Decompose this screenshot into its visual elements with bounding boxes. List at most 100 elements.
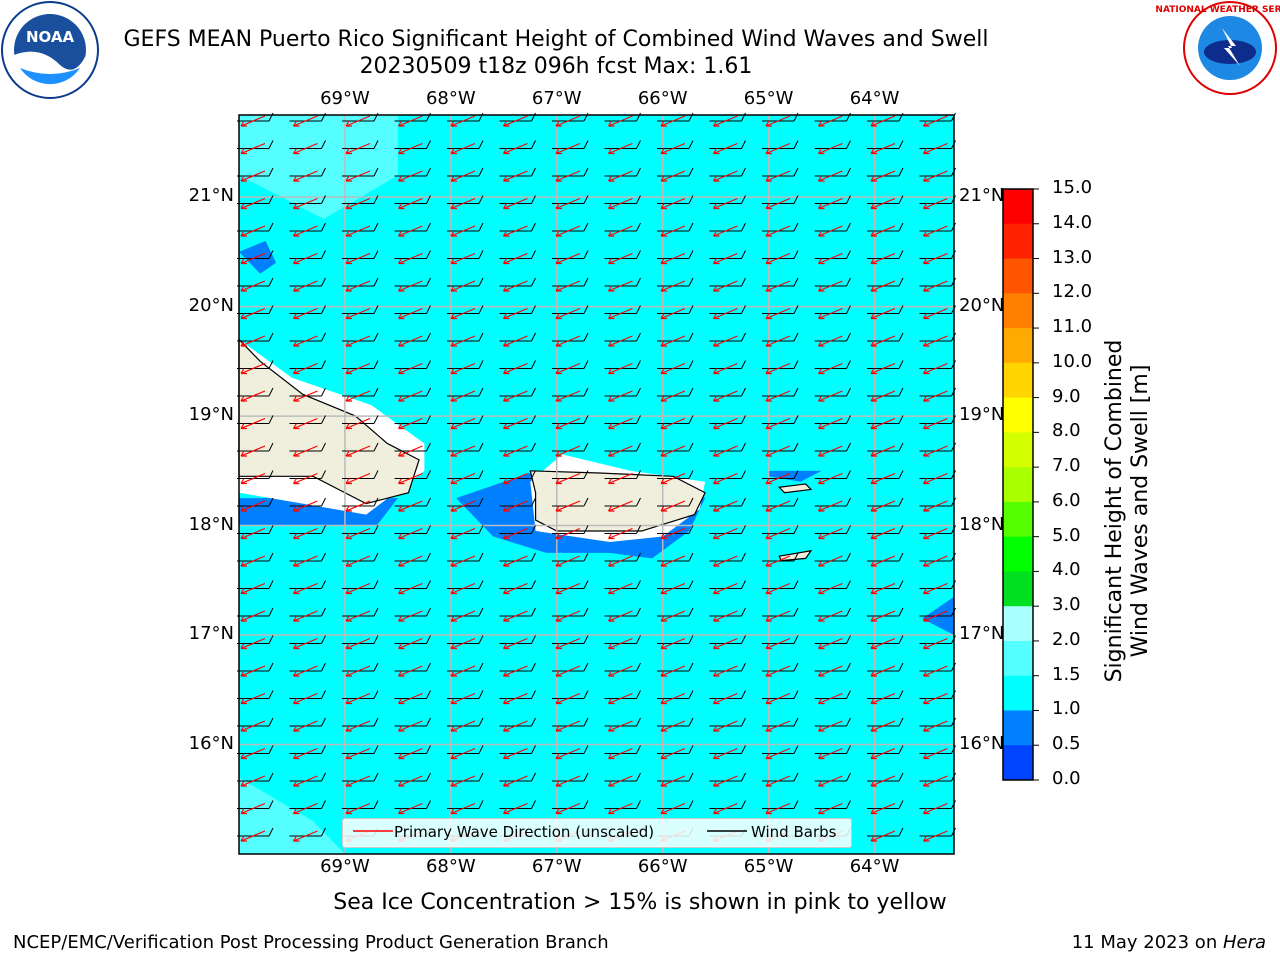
- wave-arrow: [765, 115, 791, 127]
- wave-arrow: [397, 500, 423, 512]
- wave-arrow: [765, 637, 791, 650]
- wave-arrow: [712, 335, 738, 347]
- wave-arrow: [555, 692, 581, 705]
- wave-arrow: [765, 362, 791, 375]
- wave-arrow: [817, 280, 843, 292]
- wave-arrow: [922, 335, 948, 347]
- wave-arrow: [240, 802, 266, 815]
- wave-arrow: [870, 390, 896, 402]
- wave-arrow: [765, 280, 791, 292]
- wave-arrow: [870, 280, 896, 292]
- wave-arrow: [607, 362, 633, 375]
- wave-arrow: [345, 115, 371, 127]
- colorbar-segment: [1003, 223, 1033, 260]
- wave-arrow: [292, 500, 318, 512]
- wave-arrow: [712, 637, 738, 650]
- lat-label-left: 21°N: [188, 185, 234, 207]
- wave-arrow: [870, 830, 896, 842]
- wave-arrow: [555, 307, 581, 320]
- wave-arrow: [765, 335, 791, 347]
- wave-arrow: [292, 417, 318, 430]
- wave-arrow: [345, 417, 371, 430]
- wave-arrow: [345, 527, 371, 540]
- wave-arrow: [450, 500, 476, 512]
- wave-arrow: [607, 252, 633, 265]
- wave-arrow: [240, 720, 266, 732]
- wave-arrow: [712, 692, 738, 705]
- wave-arrow: [450, 472, 476, 485]
- footer-branch: NCEP/EMC/Verification Post Processing Pr…: [13, 932, 609, 953]
- wave-arrow: [345, 472, 371, 485]
- wave-arrow: [607, 747, 633, 760]
- wave-arrow: [870, 802, 896, 815]
- wave-arrow: [555, 252, 581, 265]
- map-frame: [238, 114, 955, 855]
- lon-label-top: 65°W: [743, 88, 794, 109]
- wave-arrow: [607, 142, 633, 155]
- wave-arrow: [240, 362, 266, 375]
- wave-arrow: [922, 170, 948, 182]
- lon-label-bottom: 66°W: [637, 856, 688, 877]
- wave-arrow: [397, 692, 423, 705]
- wave-arrow: [922, 115, 948, 127]
- lon-label-top: 64°W: [849, 88, 900, 109]
- wave-arrow: [870, 142, 896, 155]
- lon-label-bottom: 67°W: [531, 856, 582, 877]
- wave-arrow: [397, 335, 423, 347]
- wave-arrow: [870, 417, 896, 430]
- wave-arrow: [765, 720, 791, 732]
- wave-arrow: [502, 445, 528, 457]
- wave-arrow: [345, 775, 371, 787]
- wave-arrow: [817, 747, 843, 760]
- wave-arrow: [555, 197, 581, 210]
- wave-arrow: [607, 555, 633, 567]
- wave-arrow: [765, 390, 791, 402]
- wave-arrow: [922, 720, 948, 732]
- wave-arrow: [555, 747, 581, 760]
- colorbar-segment: [1003, 328, 1033, 364]
- wave-arrow: [712, 527, 738, 540]
- sea-ice-note: Sea Ice Concentration > 15% is shown in …: [333, 890, 947, 915]
- wave-arrow: [870, 500, 896, 512]
- wave-arrow: [450, 225, 476, 237]
- wave-region-light: [239, 777, 345, 854]
- wave-arrow: [712, 362, 738, 375]
- wave-arrow: [712, 582, 738, 595]
- wave-arrow: [555, 170, 581, 182]
- wave-arrow: [817, 775, 843, 787]
- wave-arrow: [240, 582, 266, 595]
- colorbar-tick-label: 8.0: [1052, 420, 1081, 442]
- wave-arrow: [607, 500, 633, 512]
- wave-arrow: [922, 802, 948, 815]
- wave-arrow: [397, 472, 423, 485]
- footer-date-text: 11 May 2023 on: [1071, 932, 1223, 953]
- wave-arrow: [607, 417, 633, 430]
- wave-arrow: [870, 445, 896, 457]
- wave-arrow: [397, 445, 423, 457]
- colorbar-label-line2: Wind Waves and Swell [m]: [1128, 364, 1153, 658]
- wave-arrow: [450, 115, 476, 127]
- colorbar-segment: [1003, 710, 1033, 746]
- lat-label-right: 21°N: [959, 185, 1005, 207]
- wave-arrow: [555, 637, 581, 650]
- wave-arrow: [765, 225, 791, 237]
- wave-arrow: [870, 307, 896, 320]
- wave-arrow: [870, 720, 896, 732]
- colorbar-tick-label: 9.0: [1052, 385, 1081, 407]
- wave-arrow: [292, 665, 318, 677]
- wave-arrow: [345, 307, 371, 320]
- colorbar-tick-label: 0.0: [1052, 768, 1081, 789]
- wave-arrow: [240, 170, 266, 182]
- colorbar-label: Significant Height of Combined Wind Wave…: [1102, 311, 1154, 711]
- wave-arrow: [502, 417, 528, 430]
- wave-arrow: [292, 362, 318, 375]
- wave-arrow: [240, 197, 266, 210]
- wave-arrow: [240, 637, 266, 650]
- wave-arrow: [660, 170, 686, 182]
- wave-arrow: [292, 802, 318, 815]
- wave-arrow: [817, 362, 843, 375]
- lat-label-right: 17°N: [959, 623, 1005, 645]
- wave-arrow: [450, 665, 476, 677]
- wave-arrow: [292, 142, 318, 155]
